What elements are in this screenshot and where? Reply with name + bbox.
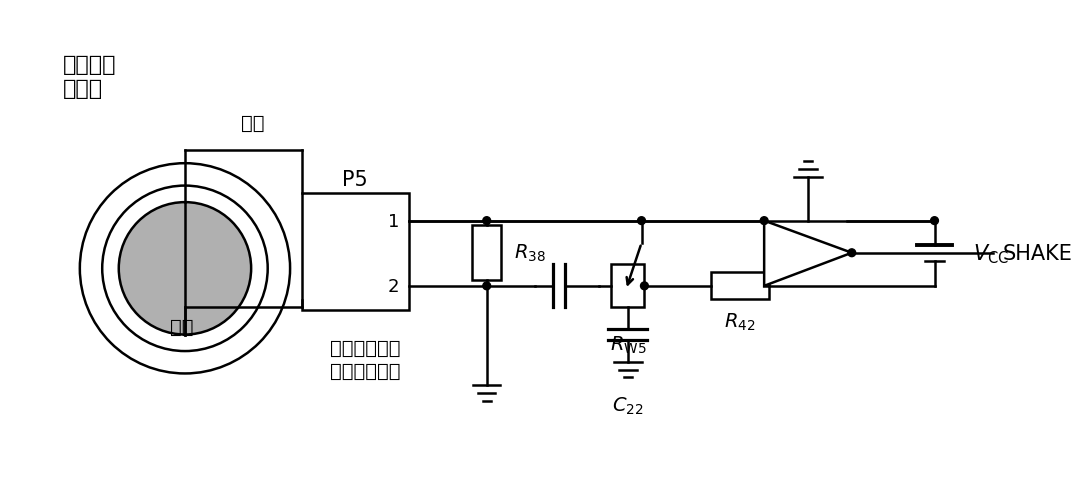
Bar [301,194,409,310]
Text: 2: 2 [388,277,400,295]
Circle shape [931,217,939,225]
Text: 陶瓷片: 陶瓷片 [64,79,104,99]
Text: P5: P5 [342,169,368,189]
Text: $V_{\mathrm{CC}}$: $V_{\mathrm{CC}}$ [973,242,1010,265]
Polygon shape [765,221,852,286]
Text: SHAKE: SHAKE [1002,243,1072,263]
Circle shape [848,249,855,257]
Text: 压片陶瓷接口: 压片陶瓷接口 [329,338,401,357]
Text: 外接压电: 外接压电 [64,55,117,75]
Circle shape [483,283,490,290]
Circle shape [637,217,646,225]
Circle shape [760,217,768,225]
Text: $C_{22}$: $C_{22}$ [612,395,644,416]
Bar [711,273,769,300]
Bar [472,226,501,281]
Circle shape [103,186,268,351]
Text: 1: 1 [388,212,400,230]
Text: （振动检测）: （振动检测） [329,361,401,380]
Text: 黑线: 黑线 [242,114,265,133]
Text: 黑线: 黑线 [171,318,193,337]
Circle shape [640,283,648,290]
Text: $R_{42}$: $R_{42}$ [724,310,756,332]
Text: $R_{\mathrm{W5}}$: $R_{\mathrm{W5}}$ [609,334,646,355]
Circle shape [119,203,252,335]
Circle shape [80,164,291,374]
Circle shape [483,217,490,225]
Text: $R_{38}$: $R_{38}$ [514,243,545,264]
Bar [611,265,645,307]
